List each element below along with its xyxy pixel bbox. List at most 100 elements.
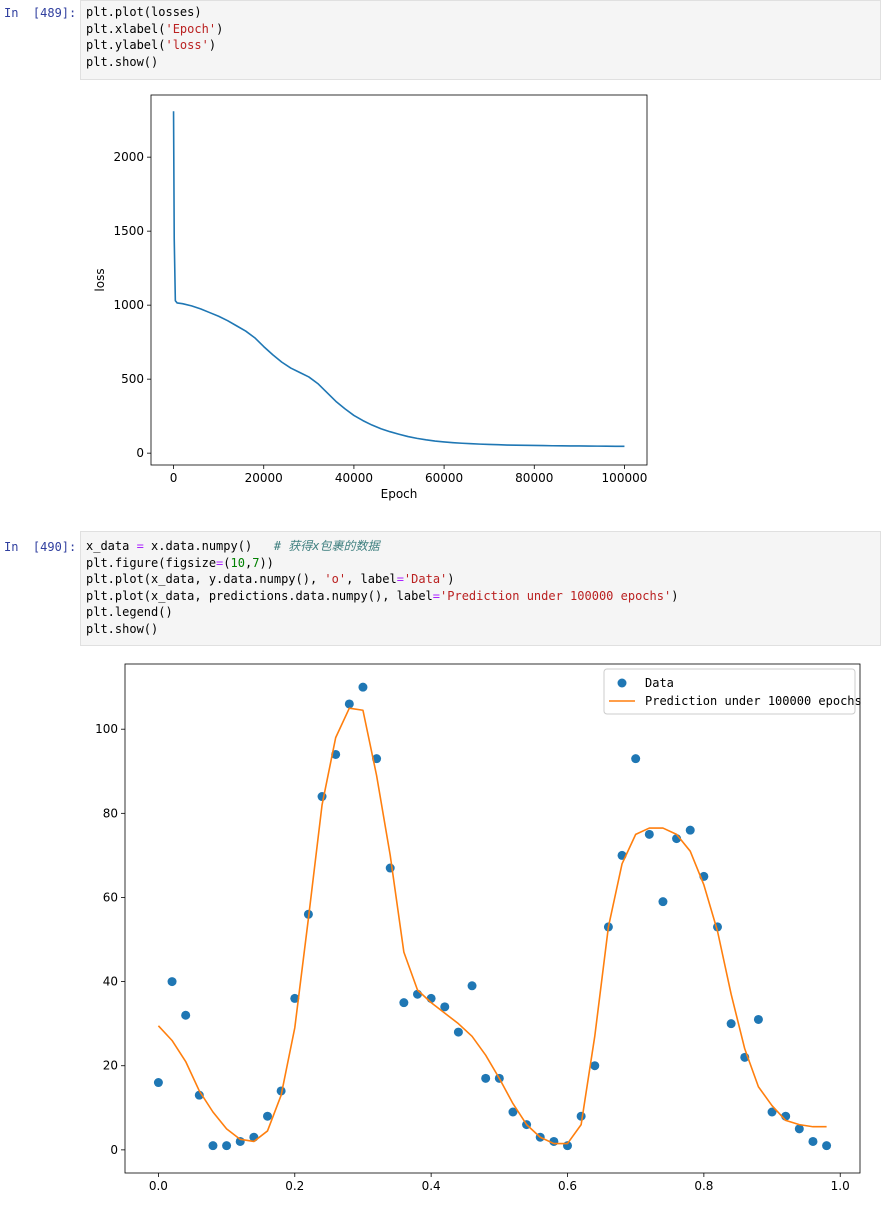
code-line: plt.ylabel('loss') <box>86 37 875 54</box>
plot-frame <box>150 94 648 466</box>
data-point <box>822 1141 832 1151</box>
code-line: plt.plot(losses) <box>86 4 875 21</box>
data-point <box>385 863 395 873</box>
code-token: ) <box>216 21 224 36</box>
notebook-cell-2: In [490]: x_data = x.data.numpy() # 获得x包… <box>0 531 881 646</box>
cell-prompt: In [490]: <box>4 540 77 554</box>
code-token: x_data <box>86 539 137 553</box>
data-point <box>576 1111 586 1121</box>
cell-prompt: In [489]: <box>4 6 77 20</box>
data-point <box>631 754 641 764</box>
code-token: ) <box>447 572 455 586</box>
y-tick-label: 60 <box>103 890 118 904</box>
legend-marker <box>617 678 627 688</box>
data-point <box>467 981 477 991</box>
code-line: x_data = x.data.numpy() # 获得x包裹的数据 <box>86 538 875 555</box>
notebook-cell-1: In [489]: plt.plot(losses) plt.xlabel('Ep… <box>0 0 881 80</box>
code-token: = <box>396 572 404 586</box>
code-token: 7 <box>252 555 260 570</box>
code-token: , <box>244 555 253 570</box>
data-point <box>399 998 409 1008</box>
x-tick-label: 60000 <box>425 471 463 485</box>
data-point <box>726 1019 736 1029</box>
data-point <box>590 1061 600 1071</box>
x-tick-label: 100000 <box>602 471 648 485</box>
x-tick-label: 0.8 <box>694 1179 713 1193</box>
data-point <box>153 1078 163 1088</box>
series-line-1 <box>157 707 827 1145</box>
y-tick-label: 0 <box>136 446 144 460</box>
x-axis-label: Epoch <box>381 487 418 501</box>
code-token: 'loss' <box>165 38 209 52</box>
data-point <box>358 682 368 692</box>
x-tick-label: 40000 <box>335 471 373 485</box>
y-tick-label: 1500 <box>113 224 144 238</box>
data-point <box>290 993 300 1003</box>
x-tick-label: 0.6 <box>558 1179 577 1193</box>
y-tick-label: 2000 <box>113 150 144 164</box>
y-tick-label: 1000 <box>113 298 144 312</box>
data-point <box>222 1141 232 1151</box>
y-axis-label: loss <box>93 268 107 291</box>
code-token: = <box>216 555 224 570</box>
x-tick-label: 0.2 <box>285 1179 304 1193</box>
code-token: plt.plot(x_data, y.data.numpy(), <box>86 572 325 586</box>
code-token: 'Epoch' <box>165 21 217 36</box>
data-point <box>276 1086 286 1096</box>
code-token: plt.show() <box>86 621 159 636</box>
code-token: plt.xlabel( <box>86 21 166 36</box>
x-tick-label: 0.4 <box>422 1179 441 1193</box>
x-tick-label: 1.0 <box>831 1179 850 1193</box>
code-token: plt.legend() <box>86 605 173 619</box>
legend-label: Prediction under 100000 epochs <box>645 694 862 708</box>
x-tick-label: 20000 <box>245 471 283 485</box>
code-line: plt.xlabel('Epoch') <box>86 21 875 38</box>
code-token: # 获得x包裹的数据 <box>273 539 380 553</box>
y-tick-label: 20 <box>103 1059 118 1073</box>
code-editor[interactable]: x_data = x.data.numpy() # 获得x包裹的数据 plt.fi… <box>80 531 881 646</box>
code-line: plt.show() <box>86 54 875 71</box>
code-line: plt.figure(figsize=(10,7)) <box>86 555 875 572</box>
code-line: plt.show() <box>86 621 875 638</box>
data-point <box>235 1136 245 1146</box>
legend-box <box>603 668 856 715</box>
code-line: plt.legend() <box>86 604 875 621</box>
code-token: = <box>136 539 144 553</box>
y-tick-label: 100 <box>95 722 118 736</box>
data-point <box>508 1107 518 1117</box>
code-token: 'o' <box>324 572 347 586</box>
code-token: ( <box>223 555 231 570</box>
code-token: 'Prediction under 100000 epochs' <box>440 588 672 603</box>
x-tick-label: 0.0 <box>149 1179 168 1193</box>
y-tick-label: 80 <box>103 806 118 820</box>
legend-label: Data <box>645 676 674 690</box>
y-tick-label: 40 <box>103 975 118 989</box>
y-tick-label: 0 <box>110 1143 118 1157</box>
data-point <box>808 1136 818 1146</box>
code-line: plt.plot(x_data, predictions.data.numpy(… <box>86 588 875 605</box>
code-token: plt.ylabel( <box>86 38 166 52</box>
prediction-chart: 0.0 0.2 0.4 0.6 0.8 1.0 0 20 40 60 80 100 Data Predic… <box>95 663 862 1193</box>
code-token: 'Data' <box>403 572 448 586</box>
data-point <box>753 1014 763 1024</box>
code-token: plt.show() <box>86 54 159 69</box>
data-point <box>440 1002 450 1012</box>
code-token: x.data.numpy() <box>143 539 274 553</box>
code-token: = <box>432 588 441 603</box>
data-point <box>685 825 695 835</box>
data-point <box>481 1073 491 1083</box>
data-point <box>767 1107 777 1117</box>
code-token: plt.figure(figsize <box>86 555 217 570</box>
code-token: )) <box>259 555 274 570</box>
code-token: , label <box>346 572 397 586</box>
code-token: 10 <box>230 555 245 570</box>
data-point <box>181 1010 191 1020</box>
loss-line <box>172 111 625 448</box>
data-point <box>167 977 177 987</box>
data-point <box>453 1027 463 1037</box>
code-token: ) <box>208 38 217 52</box>
plot-frame <box>124 663 861 1174</box>
data-point <box>344 699 354 709</box>
data-point <box>794 1124 804 1134</box>
code-editor[interactable]: plt.plot(losses) plt.xlabel('Epoch') plt.y… <box>80 0 881 80</box>
